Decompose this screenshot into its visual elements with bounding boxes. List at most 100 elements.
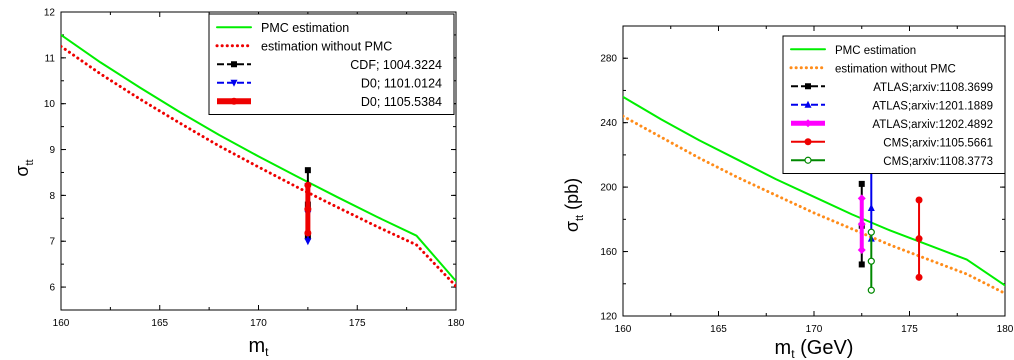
x-tick-label: 160 [615, 324, 632, 335]
y-tick-label: 7 [49, 237, 55, 248]
legend-marker [804, 100, 812, 108]
series-2 [61, 44, 456, 288]
legend-label: CMS;arxiv:1108.3773 [883, 156, 993, 168]
y-tick-label: 200 [600, 183, 617, 194]
legend: PMC estimation estimation without PMC ATLA… [782, 35, 1006, 174]
y-axis-label-main: σ [12, 166, 32, 177]
legend-label: ATLAS;arxiv:1202.4892 [872, 119, 993, 131]
legend-marker [230, 79, 238, 87]
series-1 [61, 33, 456, 283]
series-1 [623, 95, 1005, 287]
legend-item: CDF; 1004.3224 [217, 58, 442, 72]
x-tick-label: 175 [901, 324, 918, 335]
legend: PMC estimation estimation without PMC CDF;… [208, 13, 455, 115]
y-tick-label: 280 [600, 54, 617, 65]
x-axis-label-sub: t [791, 347, 795, 360]
legend-marker [804, 119, 812, 128]
y-axis-label: σtt [12, 159, 36, 176]
legend-marker [805, 83, 811, 90]
legend-label: ATLAS;arxiv:1201.1889 [872, 100, 993, 112]
x-tick-label: 175 [349, 318, 366, 329]
y-axis-label-sub: tt [24, 159, 36, 165]
data-point [858, 180, 865, 187]
legend-item: PMC estimation [216, 21, 349, 35]
data-point [867, 257, 875, 265]
y-axis-label: σtt (pb) [562, 178, 586, 232]
y-tick-label: 12 [44, 8, 56, 19]
x-tick-label: 180 [997, 324, 1014, 335]
data-point [857, 245, 866, 254]
y-tick-label: 160 [600, 247, 617, 258]
legend-marker [804, 156, 812, 164]
legend-label: CDF; 1004.3224 [350, 58, 442, 72]
series-line [623, 95, 1005, 287]
data-point [304, 181, 312, 189]
y-tick-label: 120 [600, 312, 617, 323]
series-line [61, 33, 456, 283]
legend-label: D0; 1105.5384 [361, 95, 442, 109]
legend-item: ATLAS;arxiv:1108.3699 [791, 82, 993, 94]
data-point [867, 204, 875, 212]
x-tick-label: 170 [806, 324, 823, 335]
y-tick-label: 8 [49, 191, 55, 202]
legend-item: D0; 1101.0124 [217, 76, 442, 90]
legend-item: PMC estimation [790, 45, 916, 57]
data-point [858, 261, 865, 268]
y-tick-label: 11 [45, 53, 56, 64]
y-tick-label: 10 [44, 99, 56, 110]
legend-item: D0; 1105.5384 [217, 95, 442, 109]
y-axis-label-main: σ [562, 221, 582, 232]
data-point [304, 167, 311, 174]
x-axis-label-main: m [248, 335, 265, 357]
legend-item: estimation without PMC [215, 39, 392, 53]
x-axis-label: mt (GeV) [775, 337, 854, 360]
data-point [857, 194, 866, 203]
series-line [61, 44, 456, 288]
series-5 [304, 181, 312, 237]
legend-label: ATLAS;arxiv:1108.3699 [873, 82, 993, 94]
data-point [304, 238, 312, 246]
legend-item: estimation without PMC [789, 63, 956, 75]
data-point [915, 235, 923, 243]
data-point [867, 228, 875, 236]
legend-marker [230, 97, 238, 105]
legend-label: estimation without PMC [261, 39, 392, 53]
legend-label: estimation without PMC [835, 63, 956, 75]
chart-panel-1: 160 165 170 175 180 6 7 8 9 10 11 12 mt σtt PMC estima… [12, 8, 465, 360]
x-tick-label: 165 [151, 318, 168, 329]
data-point [857, 220, 866, 229]
legend-marker [804, 138, 812, 146]
y-tick-label: 240 [600, 118, 617, 129]
data-point [304, 229, 312, 237]
x-axis-label: mt [248, 335, 269, 359]
legend-item: CMS;arxiv:1105.5661 [791, 137, 993, 149]
legend-item: ATLAS;arxiv:1202.4892 [791, 119, 993, 131]
legend-item: ATLAS;arxiv:1201.1889 [791, 100, 993, 112]
x-tick-label: 180 [448, 318, 465, 329]
series-line [623, 114, 1005, 295]
y-tick-label: 6 [49, 283, 55, 294]
y-axis-label-unit: (pb) [562, 178, 582, 215]
series-6 [915, 196, 923, 281]
x-axis-label-sub: t [265, 345, 269, 359]
series-5 [857, 194, 866, 254]
data-point [915, 196, 923, 204]
x-axis-label-main: m [775, 337, 792, 359]
legend-label: D0; 1101.0124 [361, 76, 442, 90]
data-point [915, 273, 923, 281]
legend-label: PMC estimation [261, 21, 349, 35]
legend-marker [231, 61, 237, 68]
x-axis-label-unit: (GeV) [795, 337, 854, 359]
legend-label: PMC estimation [835, 45, 916, 57]
x-tick-label: 160 [53, 318, 70, 329]
x-tick-label: 165 [710, 324, 727, 335]
y-axis-label-sub: tt [574, 215, 586, 221]
data-point [304, 205, 312, 213]
series-7 [867, 228, 875, 294]
x-tick-label: 170 [250, 318, 267, 329]
y-tick-label: 9 [49, 145, 55, 156]
data-point [867, 286, 875, 294]
series-2 [623, 114, 1005, 295]
